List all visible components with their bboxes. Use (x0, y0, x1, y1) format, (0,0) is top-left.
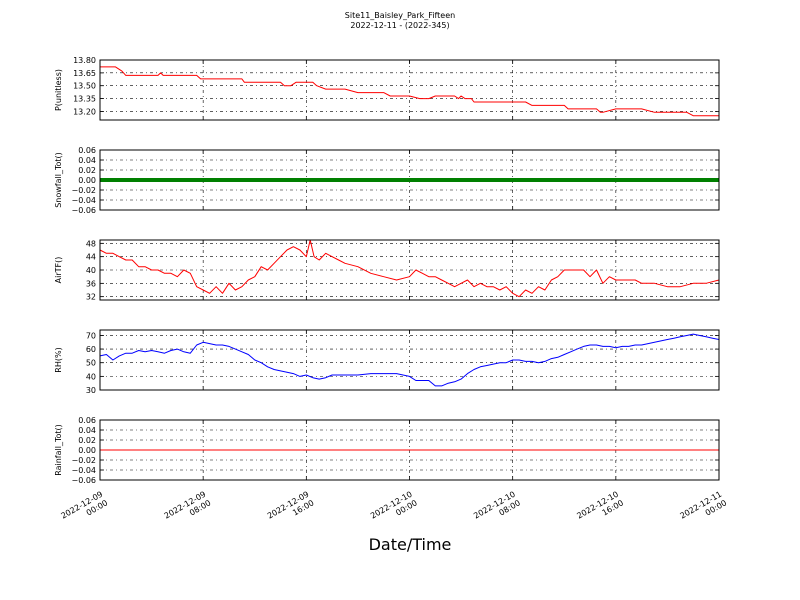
plot-frame (99, 419, 720, 481)
y-tick-label: 13.35 (73, 95, 96, 104)
y-tick-label: 0.06 (78, 146, 96, 155)
plot-frame (99, 149, 720, 211)
subplot-5: 0.060.040.020.00−0.02−0.04−0.06 Rainfall_… (54, 416, 720, 485)
y-axis-label: AirTF() (54, 257, 63, 284)
y-tick-label: 70 (86, 331, 96, 340)
subplot-panels: 13.80 13.65 13.50 13.35 13.20 P(unitless) 0.06… (54, 56, 720, 485)
y-tick-label: 0.02 (78, 436, 96, 445)
y-tick-label: −0.04 (71, 466, 96, 475)
plot-frame (99, 239, 720, 301)
y-axis-label: Rainfall_Tot() (54, 424, 63, 476)
y-tick-label: −0.06 (71, 206, 96, 215)
y-tick-label: 13.80 (73, 56, 96, 65)
y-tick-label: 32 (86, 293, 96, 302)
y-tick-label: −0.02 (71, 456, 96, 465)
y-tick-label: 0.00 (78, 176, 96, 185)
subplot-3: 48 44 40 36 32 AirTF() (54, 239, 720, 302)
y-tick-label: 0.00 (78, 446, 96, 455)
y-tick-label: 13.20 (73, 107, 96, 116)
y-tick-label: 0.06 (78, 416, 96, 425)
chart-title: Site11_Baisley_Park_Fifteen (345, 11, 455, 20)
y-tick-label: −0.04 (71, 196, 96, 205)
subplot-4: 70 60 50 40 30 RH(%) (54, 329, 720, 395)
y-tick-label: 44 (86, 253, 96, 262)
subplot-1: 13.80 13.65 13.50 13.35 13.20 P(unitless) (54, 56, 720, 121)
y-axis-label: P(unitless) (54, 69, 63, 111)
y-axis-label: RH(%) (54, 347, 63, 372)
y-tick-label: −0.02 (71, 186, 96, 195)
y-tick-label: 48 (86, 239, 96, 248)
y-tick-label: 0.04 (78, 156, 96, 165)
series-line (99, 333, 720, 387)
y-tick-label: 0.02 (78, 166, 96, 175)
subplot-2: 0.060.040.020.00−0.02−0.04−0.06 Snowfall_… (54, 146, 720, 215)
x-axis-label: Date/Time (369, 535, 452, 554)
y-tick-label: 0.04 (78, 426, 96, 435)
series-line (100, 66, 719, 117)
y-axis-label: Snowfall_Tot() (54, 152, 63, 208)
y-tick-label: 40 (86, 266, 96, 275)
y-tick-label: 30 (86, 386, 96, 395)
y-tick-label: 60 (86, 345, 96, 354)
y-tick-label: 13.65 (73, 69, 96, 78)
series-line (99, 239, 720, 298)
chart-subtitle: 2022-12-11 - (2022-345) (350, 21, 449, 30)
y-tick-label: 36 (86, 279, 96, 288)
y-tick-label: 40 (86, 372, 96, 381)
y-tick-label: −0.06 (71, 476, 96, 485)
plot-frame (99, 59, 720, 121)
plot-frame (99, 329, 720, 391)
y-tick-label: 13.50 (73, 82, 96, 91)
y-tick-label: 50 (86, 359, 96, 368)
